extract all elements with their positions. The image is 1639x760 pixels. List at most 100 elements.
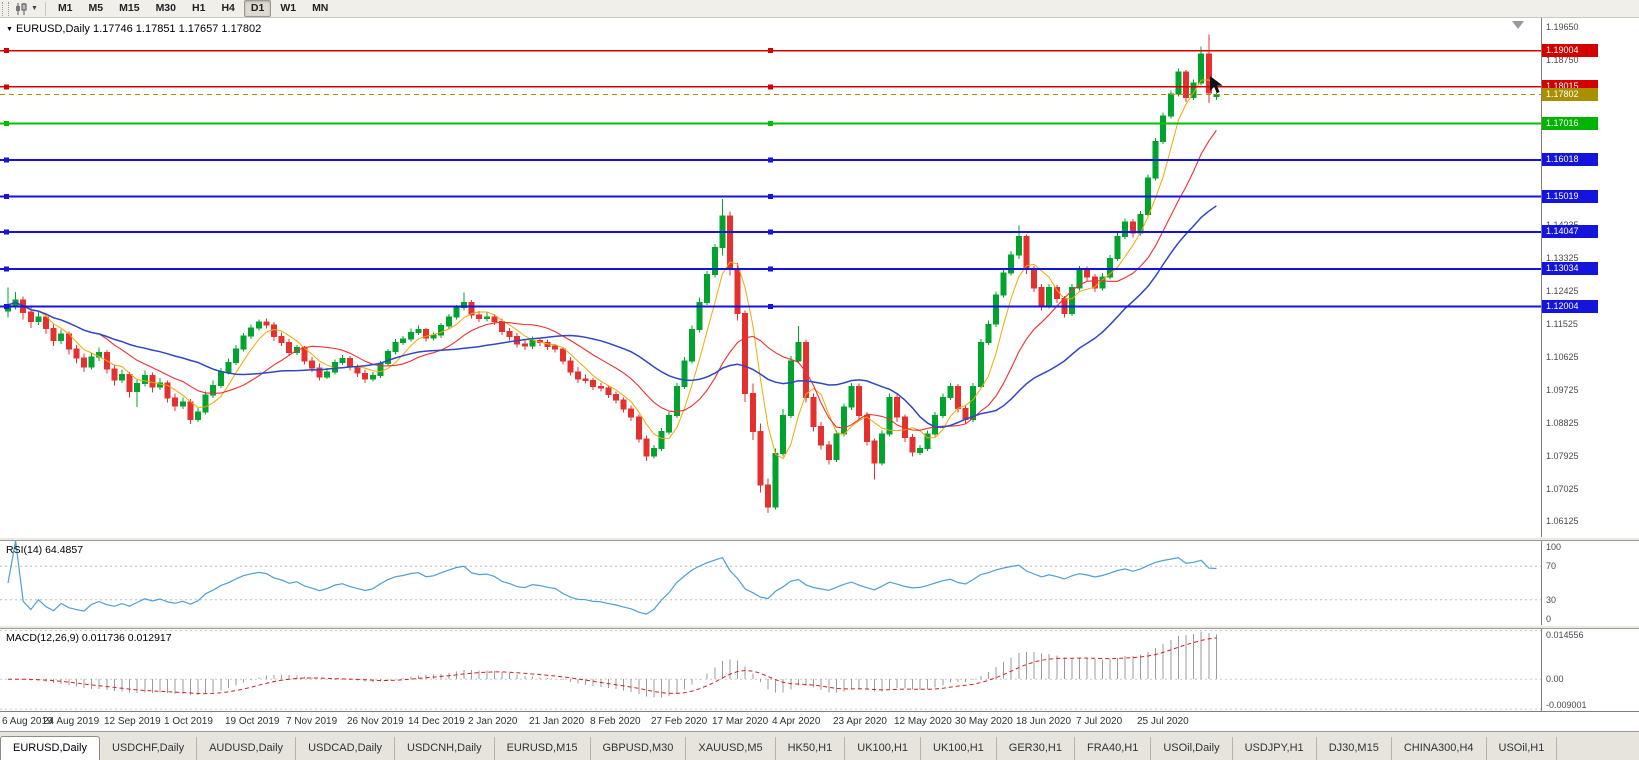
timeframe-button-MN[interactable]: MN [312, 2, 329, 14]
candlestick-chart-icon[interactable] [12, 1, 30, 17]
toolbar-grip[interactable] [2, 1, 9, 16]
date-label: 1 Oct 2019 [164, 716, 213, 727]
date-label: 8 Feb 2020 [590, 716, 641, 727]
chart-tab-GER30-H1[interactable]: GER30,H1 [996, 737, 1075, 760]
chart-tab-AUDUSD-Daily[interactable]: AUDUSD,Daily [197, 737, 297, 760]
line-handle [4, 157, 9, 163]
macd-grid [0, 630, 1541, 710]
chart-tab-USDCHF-Daily[interactable]: USDCHF,Daily [99, 737, 198, 760]
chart-tab-USOil-Daily[interactable]: USOil,Daily [1151, 737, 1233, 760]
macd-histogram [15, 631, 1217, 698]
rsi-plot[interactable] [0, 541, 1541, 625]
date-label: 18 Jun 2020 [1016, 716, 1072, 727]
line-handle [768, 193, 773, 199]
macd-indicator-pane[interactable]: MACD(12,26,9) 0.011736 0.012917 0.014556… [0, 629, 1639, 711]
line-handle [768, 266, 773, 272]
rsi-indicator-pane[interactable]: RSI(14) 64.4857 100 70 30 0 [0, 541, 1639, 625]
line-handle [4, 304, 9, 310]
chart-tab-USOil-H1[interactable]: USOil,H1 [1486, 737, 1558, 760]
chart-tab-USDCNH-Daily[interactable]: USDCNH,Daily [395, 737, 495, 760]
chart-tab-FRA40-H1[interactable]: FRA40,H1 [1074, 737, 1152, 760]
chart-tab-XAUUSD-M5[interactable]: XAUUSD,M5 [686, 737, 776, 760]
chart-title: ▼ EURUSD,Daily 1.17746 1.17851 1.17657 1.… [6, 23, 261, 35]
line-handle [4, 84, 9, 90]
price-tick-label: 1.11525 [1546, 319, 1578, 329]
rsi-scale[interactable]: 100 70 30 0 [1541, 541, 1639, 625]
price-level-box: 1.19004 [1542, 44, 1598, 57]
chart-tab-DJ30-M15[interactable]: DJ30,M15 [1316, 737, 1392, 760]
rsi-tick-label: 70 [1546, 561, 1557, 571]
price-tick-label: 1.07925 [1546, 451, 1579, 461]
time-axis[interactable]: 6 Aug 2019 24 Aug 2019 12 Sep 2019 1 Oct 20… [0, 711, 1639, 731]
macd-label: MACD(12,26,9) 0.011736 0.012917 [6, 632, 172, 644]
price-tick-label: 1.06125 [1546, 516, 1579, 526]
price-level-box: 1.17016 [1542, 117, 1598, 130]
chart-tab-EURUSD-M15[interactable]: EURUSD,M15 [494, 737, 591, 760]
line-handle [768, 304, 773, 310]
chart-tab-USDJPY-H1[interactable]: USDJPY,H1 [1232, 737, 1317, 760]
price-tick-label: 1.07025 [1546, 484, 1579, 494]
price-tick-label: 1.19650 [1546, 22, 1579, 32]
line-handle [768, 48, 773, 54]
date-label: 25 Jul 2020 [1137, 716, 1189, 727]
chart-tab-USDCAD-Daily[interactable]: USDCAD,Daily [296, 737, 396, 760]
line-handle [768, 229, 773, 235]
timeframe-button-M1[interactable]: M1 [57, 2, 73, 14]
timeframe-button-W1[interactable]: W1 [280, 2, 297, 14]
macd-plot[interactable] [0, 629, 1541, 711]
price-level-box: 1.15019 [1542, 190, 1598, 203]
price-level-box: 1.17802 [1542, 88, 1598, 101]
price-chart-plot[interactable] [0, 18, 1541, 537]
candles-series [5, 34, 1220, 513]
timeframe-button-M5[interactable]: M5 [88, 2, 104, 14]
line-handle [4, 229, 9, 235]
date-label: 30 May 2020 [955, 716, 1013, 727]
rsi-tick-label: 0 [1546, 614, 1552, 624]
pane-divider[interactable] [0, 537, 1639, 541]
date-label: 7 Jul 2020 [1076, 716, 1123, 727]
line-handle [4, 120, 9, 126]
macd-tick-label: 0.00 [1546, 674, 1564, 684]
date-label: 2 Jan 2020 [468, 716, 518, 727]
line-handle [4, 48, 9, 54]
date-label: 17 Mar 2020 [712, 716, 769, 727]
date-label: 12 May 2020 [894, 716, 952, 727]
price-level-box: 1.14047 [1542, 225, 1598, 238]
date-label: 27 Feb 2020 [651, 716, 708, 727]
chart-shift-marker-icon[interactable] [1512, 21, 1524, 29]
chart-tab-CHINA300-H4[interactable]: CHINA300,H4 [1391, 737, 1487, 760]
date-label: 26 Nov 2019 [347, 716, 404, 727]
dropdown-triangle-icon[interactable]: ▼ [6, 26, 13, 33]
timeframe-button-H1[interactable]: H1 [192, 2, 206, 14]
chart-tab-GBPUSD-M30[interactable]: GBPUSD,M30 [590, 737, 687, 760]
dropdown-caret-icon[interactable]: ▼ [31, 5, 38, 12]
price-tick-label: 1.08825 [1546, 418, 1579, 428]
horizontal-level-lines[interactable] [0, 48, 1541, 310]
toolbar-separator [44, 1, 46, 16]
macd-scale[interactable]: 0.014556 0.00 -0.009001 [1541, 629, 1639, 711]
pane-divider[interactable] [0, 625, 1639, 629]
chart-tab-HK50-H1[interactable]: HK50,H1 [775, 737, 846, 760]
chart-tab-EURUSD-Daily[interactable]: EURUSD,Daily [0, 736, 100, 760]
date-label: 21 Jan 2020 [529, 716, 585, 727]
rsi-tick-label: 30 [1546, 595, 1557, 605]
main-chart-pane[interactable]: ▼ EURUSD,Daily 1.17746 1.17851 1.17657 1.… [0, 18, 1639, 537]
line-handle [768, 84, 773, 90]
chart-tab-UK100-H1[interactable]: UK100,H1 [845, 737, 922, 760]
timeframe-button-M30[interactable]: M30 [155, 2, 176, 14]
chart-ohlc-readout: 1.17746 1.17851 1.17657 1.17802 [92, 23, 262, 35]
timeframes-toolbar: ▼ M1 M5 M15 M30 H1 H4 D1 W1 MN [0, 0, 1639, 18]
rsi-level-lines [0, 565, 1541, 601]
moving-averages [7, 79, 1217, 460]
chart-tab-UK100-H1[interactable]: UK100,H1 [921, 737, 997, 760]
price-tick-label: 1.13325 [1546, 253, 1579, 263]
timeframe-button-D1[interactable]: D1 [243, 0, 272, 17]
price-scale[interactable]: 1.196501.187501.142351.133251.124251.115… [1541, 18, 1639, 537]
rsi-tick-label: 100 [1546, 542, 1562, 552]
timeframe-button-H4[interactable]: H4 [221, 2, 235, 14]
price-level-box: 1.13034 [1542, 262, 1598, 275]
timeframe-button-M15[interactable]: M15 [119, 2, 140, 14]
price-tick-label: 1.10625 [1546, 352, 1579, 362]
chart-tab-bar: EURUSD,Daily USDCHF,Daily AUDUSD,Daily USDC… [0, 731, 1639, 760]
